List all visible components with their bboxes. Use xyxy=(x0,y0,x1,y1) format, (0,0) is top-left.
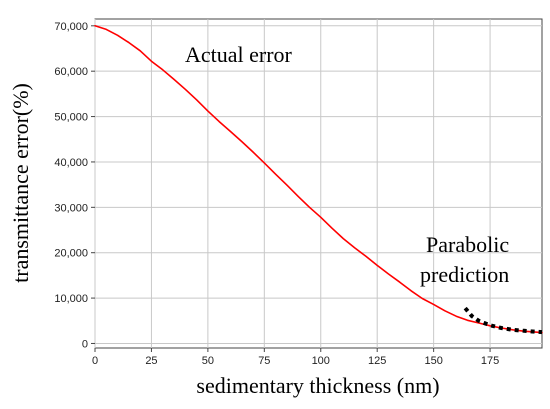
y-tick-label: 70,000 xyxy=(54,21,88,33)
x-tick-label: 175 xyxy=(481,355,499,367)
axis-ticks: 0 25 50 75 100 125 150 175 0 10,000 20,000 30,000 40… xyxy=(54,21,499,367)
y-tick-label: 60,000 xyxy=(54,66,88,78)
actual-error-annotation: Actual error xyxy=(185,42,293,67)
parabolic-annotation-line1: Parabolic xyxy=(426,232,509,257)
y-tick-label: 0 xyxy=(82,338,88,350)
parabolic-prediction-line xyxy=(463,306,543,335)
x-tick-label: 100 xyxy=(312,355,330,367)
x-tick-label: 75 xyxy=(258,355,270,367)
x-tick-label: 0 xyxy=(92,355,98,367)
plot-area xyxy=(94,18,543,349)
x-tick-label: 25 xyxy=(145,355,157,367)
actual-error-line xyxy=(94,24,543,334)
x-axis-title: sedimentary thickness (nm) xyxy=(196,373,439,398)
y-tick-label: 10,000 xyxy=(54,293,88,305)
y-tick-label: 20,000 xyxy=(54,248,88,260)
x-tick-label: 125 xyxy=(368,355,386,367)
data-series xyxy=(94,24,543,335)
grid-lines xyxy=(94,19,542,348)
y-axis-title: transmittance error(%) xyxy=(8,83,33,283)
y-tick-label: 50,000 xyxy=(54,112,88,124)
y-tick-label: 30,000 xyxy=(54,202,88,214)
x-tick-label: 150 xyxy=(424,355,442,367)
x-tick-label: 50 xyxy=(202,355,214,367)
parabolic-annotation-line2: prediction xyxy=(420,262,509,287)
y-tick-label: 40,000 xyxy=(54,157,88,169)
